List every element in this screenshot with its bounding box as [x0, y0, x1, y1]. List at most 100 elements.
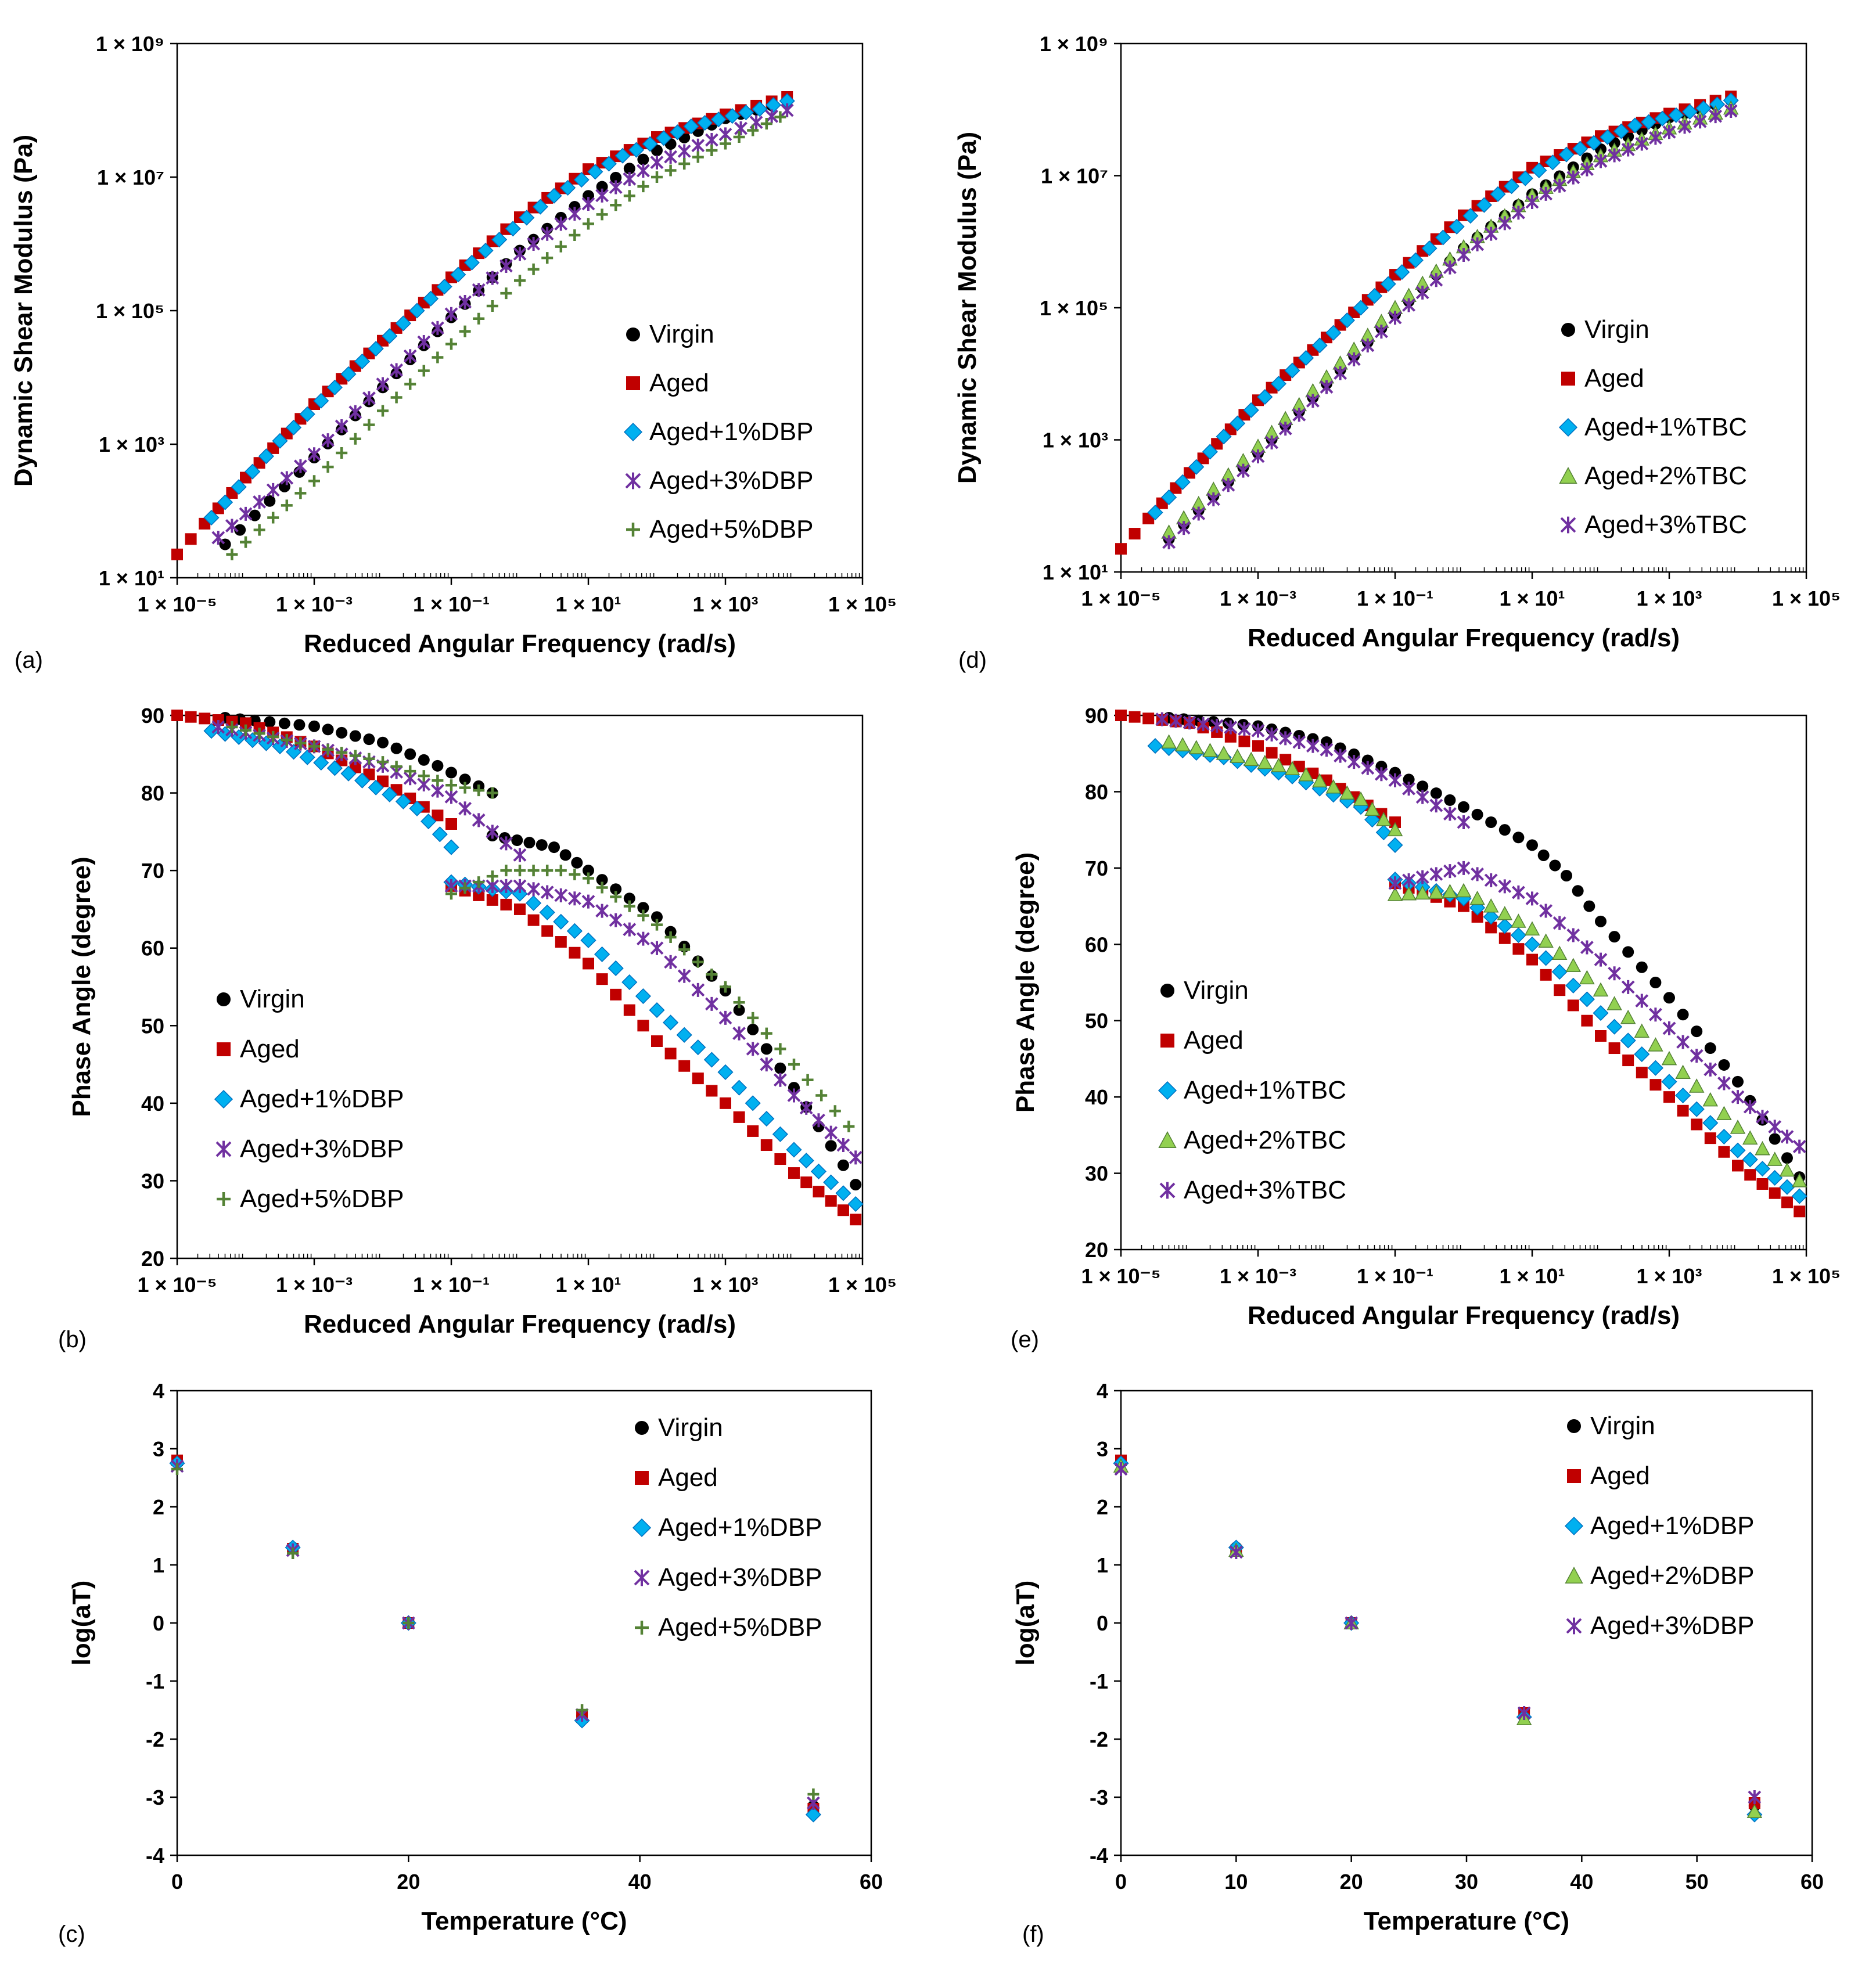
data-point	[505, 221, 521, 237]
data-point	[1511, 206, 1525, 220]
data-point	[1402, 298, 1416, 312]
legend-label: Aged+3%DBP	[658, 1563, 822, 1592]
data-point	[690, 1039, 706, 1056]
data-point	[1634, 1023, 1650, 1038]
data-point	[1339, 312, 1355, 329]
data-point	[540, 885, 554, 899]
legend-label: Aged	[240, 1035, 300, 1063]
data-point	[596, 181, 608, 193]
data-point	[1280, 754, 1292, 766]
data-point	[583, 872, 594, 884]
data-point	[1457, 861, 1471, 875]
data-point	[294, 487, 307, 499]
data-point	[377, 736, 389, 748]
data-point	[595, 904, 609, 918]
data-point	[623, 163, 635, 175]
data-point	[1675, 1064, 1691, 1079]
data-point	[185, 711, 197, 723]
data-point	[376, 377, 390, 391]
legend-marker	[1159, 1182, 1176, 1199]
data-point	[171, 548, 183, 560]
y-tick-label: 1	[153, 1553, 164, 1577]
data-point	[747, 1012, 759, 1024]
data-point	[294, 737, 307, 749]
data-point	[1635, 136, 1649, 151]
data-point	[1525, 891, 1539, 906]
data-point	[1174, 474, 1191, 490]
data-point	[759, 1111, 775, 1127]
data-point	[546, 188, 562, 204]
data-point	[1668, 107, 1684, 123]
data-point	[293, 459, 307, 473]
legend-marker	[626, 376, 640, 390]
data-point	[1271, 758, 1286, 772]
data-point	[299, 406, 315, 422]
data-point	[1731, 1090, 1745, 1104]
legend-marker	[1565, 1567, 1583, 1583]
x-tick-label: 1 × 10⁻⁵	[1081, 1264, 1160, 1288]
data-point	[1188, 459, 1205, 475]
data-point	[1661, 1050, 1677, 1066]
x-tick-label: 1 × 10¹	[1499, 1264, 1565, 1288]
x-tick-label: 1 × 10³	[1636, 1264, 1702, 1288]
data-point	[1376, 812, 1392, 826]
data-point	[555, 240, 567, 253]
y-tick-label: 50	[141, 1014, 164, 1038]
data-point	[1525, 195, 1539, 209]
y-tick-label: 60	[1085, 933, 1108, 956]
data-point	[587, 164, 603, 180]
data-point	[1380, 276, 1396, 292]
data-point	[1292, 408, 1306, 422]
data-point	[390, 363, 404, 377]
legend-marker	[1566, 1617, 1582, 1635]
data-point	[1129, 711, 1141, 723]
data-point	[569, 946, 581, 959]
legend-marker	[1564, 1516, 1584, 1536]
data-point	[798, 1153, 814, 1169]
data-point	[266, 483, 280, 497]
data-point	[1704, 1042, 1716, 1055]
data-point	[1678, 120, 1691, 134]
legend-marker	[623, 422, 643, 442]
plot-frame	[176, 714, 864, 1259]
data-point	[637, 1020, 649, 1032]
data-point	[1361, 754, 1374, 766]
x-tick-label: 20	[397, 1870, 420, 1894]
data-point	[511, 834, 523, 847]
data-point	[1455, 883, 1472, 898]
y-tick-label: 3	[1097, 1437, 1108, 1461]
data-point	[1691, 1025, 1703, 1038]
data-point	[253, 495, 267, 509]
data-point	[1607, 996, 1622, 1010]
data-point	[774, 1062, 786, 1074]
data-point	[560, 179, 576, 196]
data-point	[390, 391, 402, 404]
data-point	[362, 391, 376, 405]
x-tick-label: 1 × 10³	[692, 1273, 758, 1297]
data-point	[1284, 362, 1300, 379]
data-point	[752, 101, 768, 117]
x-axis-label: Temperature (°C)	[421, 1907, 627, 1935]
data-point	[610, 883, 622, 895]
data-point	[1429, 798, 1443, 813]
data-point	[1791, 1188, 1807, 1204]
chart-a: 1 × 10⁻⁵ 1 × 10⁻³ 1 × 10⁻¹ 1 × 10¹ 1 × 10³ 1 …	[9, 32, 897, 673]
legend-marker	[1567, 1419, 1581, 1433]
data-point	[1483, 898, 1499, 913]
data-point	[1512, 832, 1525, 844]
data-point	[409, 800, 425, 816]
data-point	[1320, 743, 1334, 757]
data-point	[1415, 285, 1429, 300]
data-point	[1348, 748, 1360, 761]
legend-marker	[215, 1140, 232, 1158]
data-point	[403, 349, 417, 364]
data-point	[1641, 114, 1657, 130]
data-point	[491, 232, 508, 248]
data-point	[583, 218, 594, 230]
data-point	[583, 865, 594, 877]
data-point	[628, 142, 645, 158]
legend-marker	[1160, 984, 1174, 998]
data-point	[1504, 178, 1520, 195]
legend-marker	[1559, 467, 1577, 484]
y-tick-label: 80	[141, 782, 164, 805]
